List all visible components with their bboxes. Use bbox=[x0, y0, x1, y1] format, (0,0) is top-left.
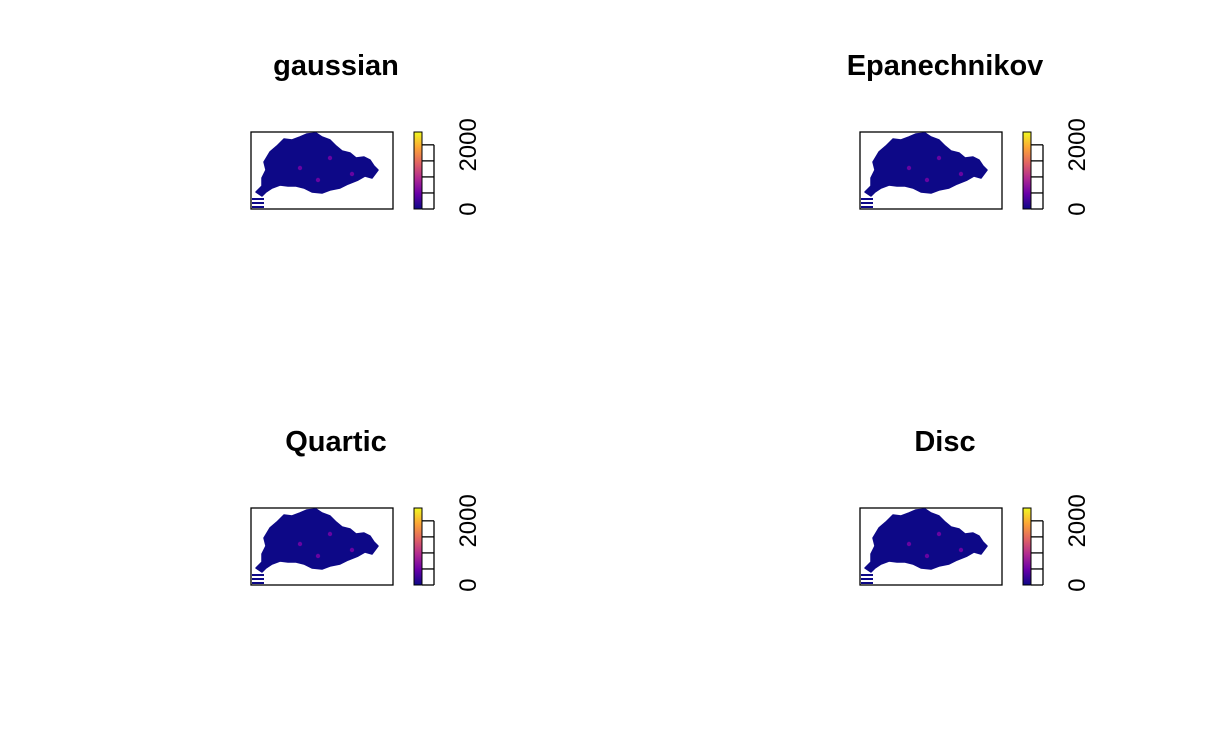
plot-frame bbox=[859, 131, 1003, 210]
chart-panel-gaussian: gaussian 0 2000 bbox=[0, 0, 609, 376]
density-hotspot bbox=[958, 171, 964, 177]
legend-tick-label: 0 bbox=[455, 202, 482, 215]
chart-panel-epanechnikov: Epanechnikov 0 2000 bbox=[609, 0, 1218, 376]
color-legend-bar bbox=[413, 507, 423, 586]
density-hotspot bbox=[315, 177, 321, 183]
legend-tick-label: 2000 bbox=[455, 118, 482, 171]
map-island bbox=[861, 206, 873, 208]
chart-title: Disc bbox=[914, 426, 975, 458]
chart-svg: Quartic 0 2000 bbox=[250, 426, 482, 592]
density-hotspot bbox=[297, 165, 303, 171]
legend-tick-label: 2000 bbox=[455, 494, 482, 547]
density-hotspot bbox=[327, 531, 333, 537]
plot-frame bbox=[250, 507, 394, 586]
map-island bbox=[861, 202, 873, 204]
map-island bbox=[252, 578, 264, 580]
plot-frame bbox=[859, 507, 1003, 586]
density-hotspot bbox=[958, 547, 964, 553]
density-hotspot bbox=[906, 165, 912, 171]
color-legend-bar bbox=[1022, 507, 1032, 586]
map-island bbox=[252, 582, 264, 584]
density-hotspot bbox=[349, 547, 355, 553]
density-hotspot bbox=[924, 177, 930, 183]
chart-title: gaussian bbox=[273, 50, 399, 82]
chart-title: Quartic bbox=[285, 426, 387, 458]
map-island bbox=[861, 198, 873, 200]
map-island bbox=[252, 198, 264, 200]
density-map bbox=[864, 132, 988, 197]
density-map bbox=[864, 508, 988, 573]
map-island bbox=[861, 582, 873, 584]
density-hotspot bbox=[297, 541, 303, 547]
legend-tick-label: 2000 bbox=[1064, 118, 1091, 171]
density-hotspot bbox=[327, 155, 333, 161]
chart-svg: Epanechnikov 0 2000 bbox=[847, 50, 1091, 216]
map-island bbox=[252, 574, 264, 576]
map-island bbox=[861, 574, 873, 576]
chart-svg: Disc 0 2000 bbox=[859, 426, 1091, 592]
color-legend-bar bbox=[413, 131, 423, 210]
density-hotspot bbox=[349, 171, 355, 177]
map-island bbox=[252, 206, 264, 208]
plot-frame bbox=[250, 131, 394, 210]
chart-panel-quartic: Quartic 0 2000 bbox=[0, 376, 609, 752]
legend-tick-label: 0 bbox=[1064, 578, 1091, 591]
legend-tick-label: 2000 bbox=[1064, 494, 1091, 547]
chart-panel-disc: Disc 0 2000 bbox=[609, 376, 1218, 752]
legend-tick-label: 0 bbox=[1064, 202, 1091, 215]
density-hotspot bbox=[315, 553, 321, 559]
density-hotspot bbox=[906, 541, 912, 547]
color-legend-bar bbox=[1022, 131, 1032, 210]
chart-svg: gaussian 0 2000 bbox=[250, 50, 482, 216]
map-island bbox=[861, 578, 873, 580]
map-island bbox=[252, 202, 264, 204]
legend-tick-label: 0 bbox=[455, 578, 482, 591]
density-hotspot bbox=[936, 155, 942, 161]
density-map bbox=[255, 508, 379, 573]
density-hotspot bbox=[936, 531, 942, 537]
density-hotspot bbox=[924, 553, 930, 559]
density-map bbox=[255, 132, 379, 197]
chart-title: Epanechnikov bbox=[847, 50, 1044, 82]
